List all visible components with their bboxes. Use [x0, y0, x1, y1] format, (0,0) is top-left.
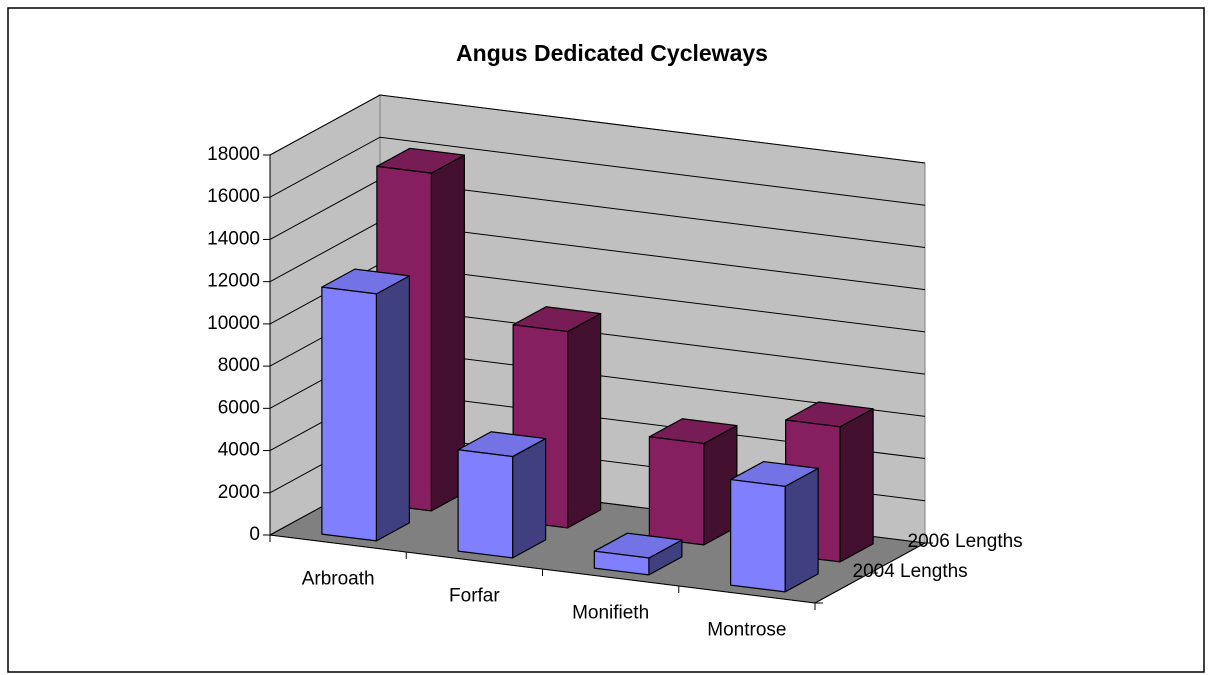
bar-front	[457, 449, 514, 559]
depth-axis	[814, 542, 926, 604]
bar	[457, 431, 547, 559]
bar-front	[648, 436, 705, 546]
bar	[730, 460, 819, 593]
grid-line	[269, 94, 926, 164]
y-tick-label: 12000	[207, 271, 260, 292]
chart-title: Angus Dedicated Cycleways	[456, 40, 768, 66]
bar-side	[375, 275, 410, 542]
x-tick-label: Montrose	[707, 620, 786, 641]
grid-line	[269, 136, 926, 206]
bar	[648, 418, 738, 546]
bar	[321, 268, 410, 542]
y-tick-label: 6000	[218, 397, 260, 418]
bar-front	[730, 478, 786, 593]
x-tick-label: Monifieth	[572, 603, 649, 624]
y-tick-label: 14000	[207, 228, 260, 249]
y-tick-label: 4000	[218, 440, 260, 461]
y-tick-label: 16000	[207, 186, 260, 207]
bar-side	[839, 408, 874, 563]
bar-front	[593, 550, 650, 576]
bar-front	[321, 286, 377, 542]
bar-side	[512, 437, 547, 559]
y-tick-label: 10000	[207, 313, 260, 334]
x-tick-label: Forfar	[449, 586, 500, 607]
y-tick-label: 0	[249, 524, 260, 545]
x-tick-label: Arbroath	[302, 569, 375, 590]
y-tick-label: 2000	[218, 482, 260, 503]
y-tick-label: 8000	[218, 355, 260, 376]
bar-side	[567, 312, 602, 529]
y-tick-label: 18000	[207, 144, 260, 165]
series-label: 2006 Lengths	[908, 531, 1023, 552]
bar	[593, 532, 683, 576]
x-axis	[269, 534, 816, 604]
bar-side	[784, 467, 819, 593]
series-label: 2004 Lengths	[853, 561, 968, 582]
